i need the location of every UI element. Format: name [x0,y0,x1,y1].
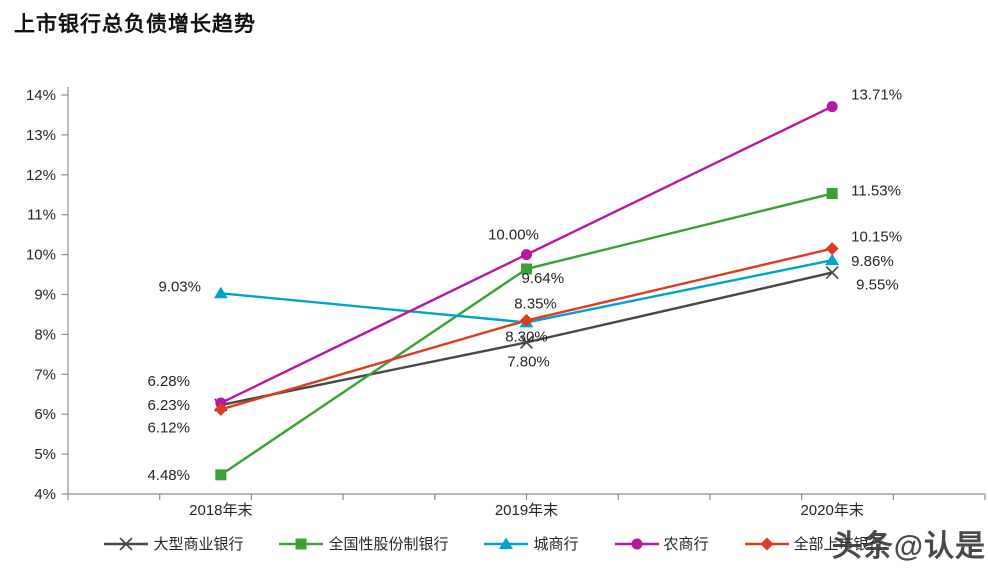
series-marker-x [119,536,134,551]
legend-item-1: 全国性股份制银行 [279,533,448,554]
data-label: 8.30% [505,328,548,345]
data-label: 4.48% [147,467,190,484]
data-label: 9.55% [856,277,899,294]
legend-label: 城商行 [533,536,579,553]
y-tick-label: 5% [34,446,56,463]
x-category-label: 2019年末 [495,502,558,519]
series-marker-square [295,538,307,549]
series-marker-diamond [760,537,774,550]
legend-label: 大型商业银行 [153,536,244,553]
data-label: 6.23% [147,397,190,414]
legend-item-0: 大型商业银行 [104,533,243,554]
y-tick-label: 6% [34,406,56,423]
series-marker-circle [521,249,532,261]
series-marker-diamond [214,402,228,416]
x-category-label: 2020年末 [800,502,863,519]
y-tick-label: 8% [34,326,56,343]
data-label: 6.28% [147,373,190,390]
y-tick-label: 12% [26,167,56,184]
x-category-label: 2018年末 [189,502,252,519]
data-label: 9.03% [158,278,201,295]
legend-item-4: 全部上市银行 [744,533,884,554]
legend-item-2: 城商行 [484,533,579,554]
y-tick-label: 10% [26,247,56,264]
legend-swatch-diamond-icon [744,537,789,550]
series-marker-square [215,469,227,481]
series-marker-square [826,188,838,200]
series-marker-x [825,265,839,280]
watermark: 头条@认是 [831,530,986,563]
data-label: 9.64% [522,270,565,287]
legend-item-3: 农商行 [614,533,709,554]
legend-swatch-triangle-icon [484,537,529,549]
y-tick-label: 11% [27,207,56,224]
series-marker-x [519,335,534,349]
data-label: 10.00% [488,227,539,244]
legend-label: 全部上市银行 [793,536,884,553]
legend-swatch-circle-icon [614,538,659,549]
data-label: 10.15% [851,229,902,246]
chart-legend: 大型商业银行 全国性股份制银行 城商行 农商行 全部上市银行 [0,533,988,554]
data-label: 13.71% [851,87,902,104]
y-tick-label: 14% [26,87,56,104]
series-marker-triangle [499,537,514,549]
series-marker-diamond [520,313,533,327]
legend-swatch-square-icon [279,538,324,549]
data-label: 8.35% [514,295,557,312]
y-tick-label: 13% [26,127,56,144]
series-marker-square [521,263,532,275]
legend-label: 全国性股份制银行 [328,536,449,553]
legend-swatch-x-icon [104,536,149,551]
data-label: 6.12% [147,419,190,436]
legend-label: 农商行 [663,536,709,553]
series-marker-circle [826,101,838,113]
series-marker-circle [631,538,642,549]
data-label: 9.86% [851,253,894,270]
data-label: 7.80% [507,353,550,370]
data-label: 11.53% [851,183,901,200]
series-marker-triangle [825,253,840,266]
page-title: 上市银行总负债增长趋势 [14,13,256,36]
series-marker-triangle [213,286,228,299]
y-tick-label: 7% [34,366,56,383]
y-tick-label: 9% [34,287,56,304]
y-tick-label: 4% [34,486,56,503]
series-marker-diamond [825,242,839,256]
